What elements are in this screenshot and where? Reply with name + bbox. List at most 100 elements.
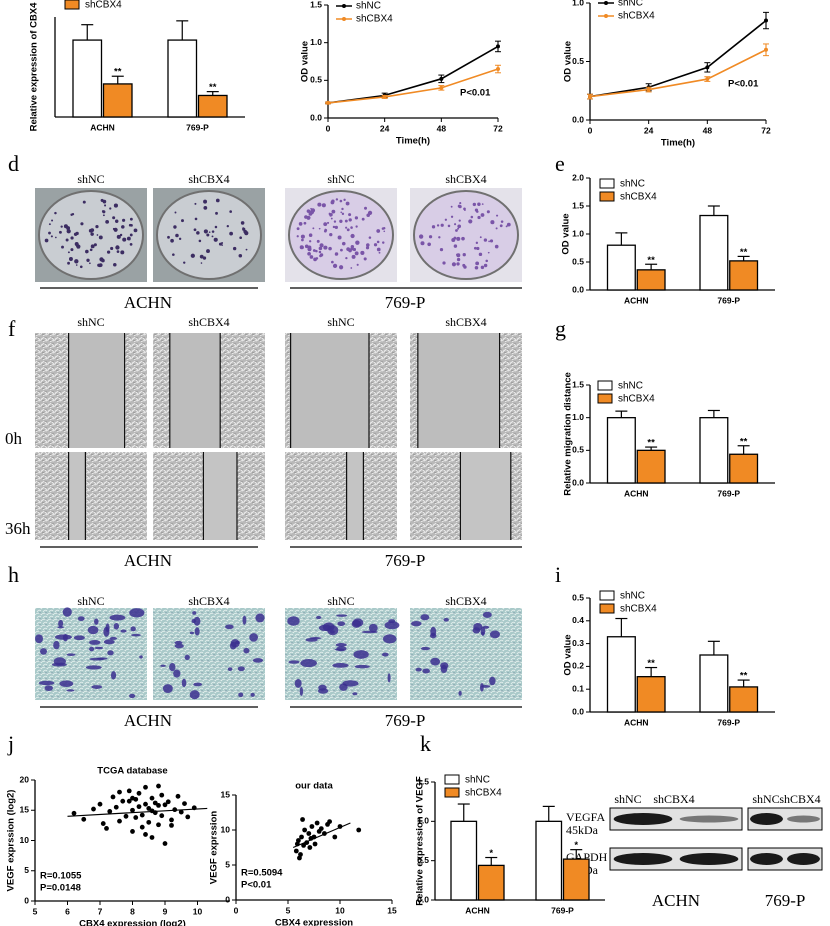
point (293, 848, 299, 854)
point (123, 813, 129, 819)
point (312, 841, 318, 847)
point (71, 810, 77, 816)
colony (61, 245, 64, 249)
point (175, 793, 181, 799)
significance: ** (114, 67, 122, 78)
colony (105, 219, 109, 224)
group-label: ACHN (652, 891, 700, 910)
blot-band (613, 853, 673, 865)
colony (345, 226, 348, 229)
colony (112, 216, 116, 220)
colony (301, 238, 304, 242)
migrated-cell (327, 625, 339, 636)
migrated-cell (35, 634, 43, 644)
y-tick-label: 0.4 (572, 615, 584, 625)
colony (505, 225, 508, 228)
colony (468, 219, 473, 224)
colony (323, 229, 327, 233)
x-tick-label: 0 (234, 905, 239, 915)
colony (89, 262, 91, 265)
y-tick-label: 10 (221, 824, 231, 834)
y-tick-label: 1.0 (572, 0, 584, 7)
bar (606, 636, 636, 713)
migrated-cell (384, 621, 400, 630)
time-label: 36h (5, 519, 31, 538)
colony (351, 254, 356, 259)
colony (196, 231, 200, 235)
panel-letter: d (8, 151, 19, 176)
colony (308, 233, 313, 237)
point (136, 790, 142, 796)
colony (316, 239, 320, 243)
condition-label: shNC (77, 594, 104, 608)
colony (328, 246, 332, 251)
colony (309, 255, 314, 259)
colony (456, 253, 461, 258)
migrated-cell (113, 623, 120, 630)
colony (130, 223, 133, 227)
colony (326, 221, 330, 224)
migrated-cell (87, 625, 99, 635)
dish (288, 190, 394, 280)
colony (348, 248, 352, 253)
colony (485, 259, 488, 263)
colony (129, 233, 133, 237)
point (169, 817, 174, 823)
y-tick-label: 1.0 (572, 412, 584, 422)
colony (360, 250, 365, 255)
x-tick-label: 769-P (717, 717, 740, 727)
y-tick-label: 0.0 (572, 706, 584, 716)
point (130, 795, 135, 801)
group-label: 769-P (385, 551, 426, 570)
colony (450, 215, 454, 218)
colony (113, 203, 118, 208)
migrated-cell (332, 663, 349, 668)
migrated-cell (381, 652, 389, 657)
migrated-cell (299, 686, 304, 696)
point (302, 827, 308, 833)
migrated-cell (430, 626, 437, 637)
colony (355, 240, 360, 245)
y-tick-label: 20 (20, 774, 30, 784)
colony (366, 213, 370, 218)
point (126, 788, 132, 794)
colony (304, 215, 308, 219)
y-tick-label: 0.5 (310, 75, 322, 85)
point (156, 803, 161, 808)
point (130, 807, 135, 813)
point (297, 855, 302, 861)
y-tick-label: 5 (24, 865, 29, 875)
lane-label: shCBX4 (779, 792, 820, 806)
colony (200, 262, 203, 264)
colony (306, 209, 311, 213)
colony (340, 248, 343, 252)
colony (93, 243, 97, 247)
colony (245, 248, 248, 251)
colony (296, 227, 300, 231)
wound-photo (35, 452, 147, 540)
colony (215, 211, 218, 215)
x-tick-label: 9 (163, 906, 168, 916)
colony (457, 224, 462, 229)
legend-swatch (599, 590, 615, 601)
point (185, 814, 191, 820)
point (299, 834, 304, 840)
colony (98, 235, 103, 240)
lane-label: shCBX4 (653, 792, 694, 806)
legend-swatch (599, 178, 615, 189)
colony (300, 234, 305, 239)
colony (456, 262, 460, 266)
migrated-cell (229, 641, 237, 650)
wound-gap (169, 333, 221, 448)
migrated-cell (62, 634, 68, 642)
legend-label: shNC (620, 591, 645, 602)
migrated-cell (489, 676, 496, 686)
colony (444, 218, 448, 221)
condition-label: shCBX4 (445, 315, 486, 329)
x-tick-label: 10 (193, 906, 203, 916)
colony (457, 227, 460, 230)
point (309, 824, 315, 829)
point (327, 819, 332, 824)
